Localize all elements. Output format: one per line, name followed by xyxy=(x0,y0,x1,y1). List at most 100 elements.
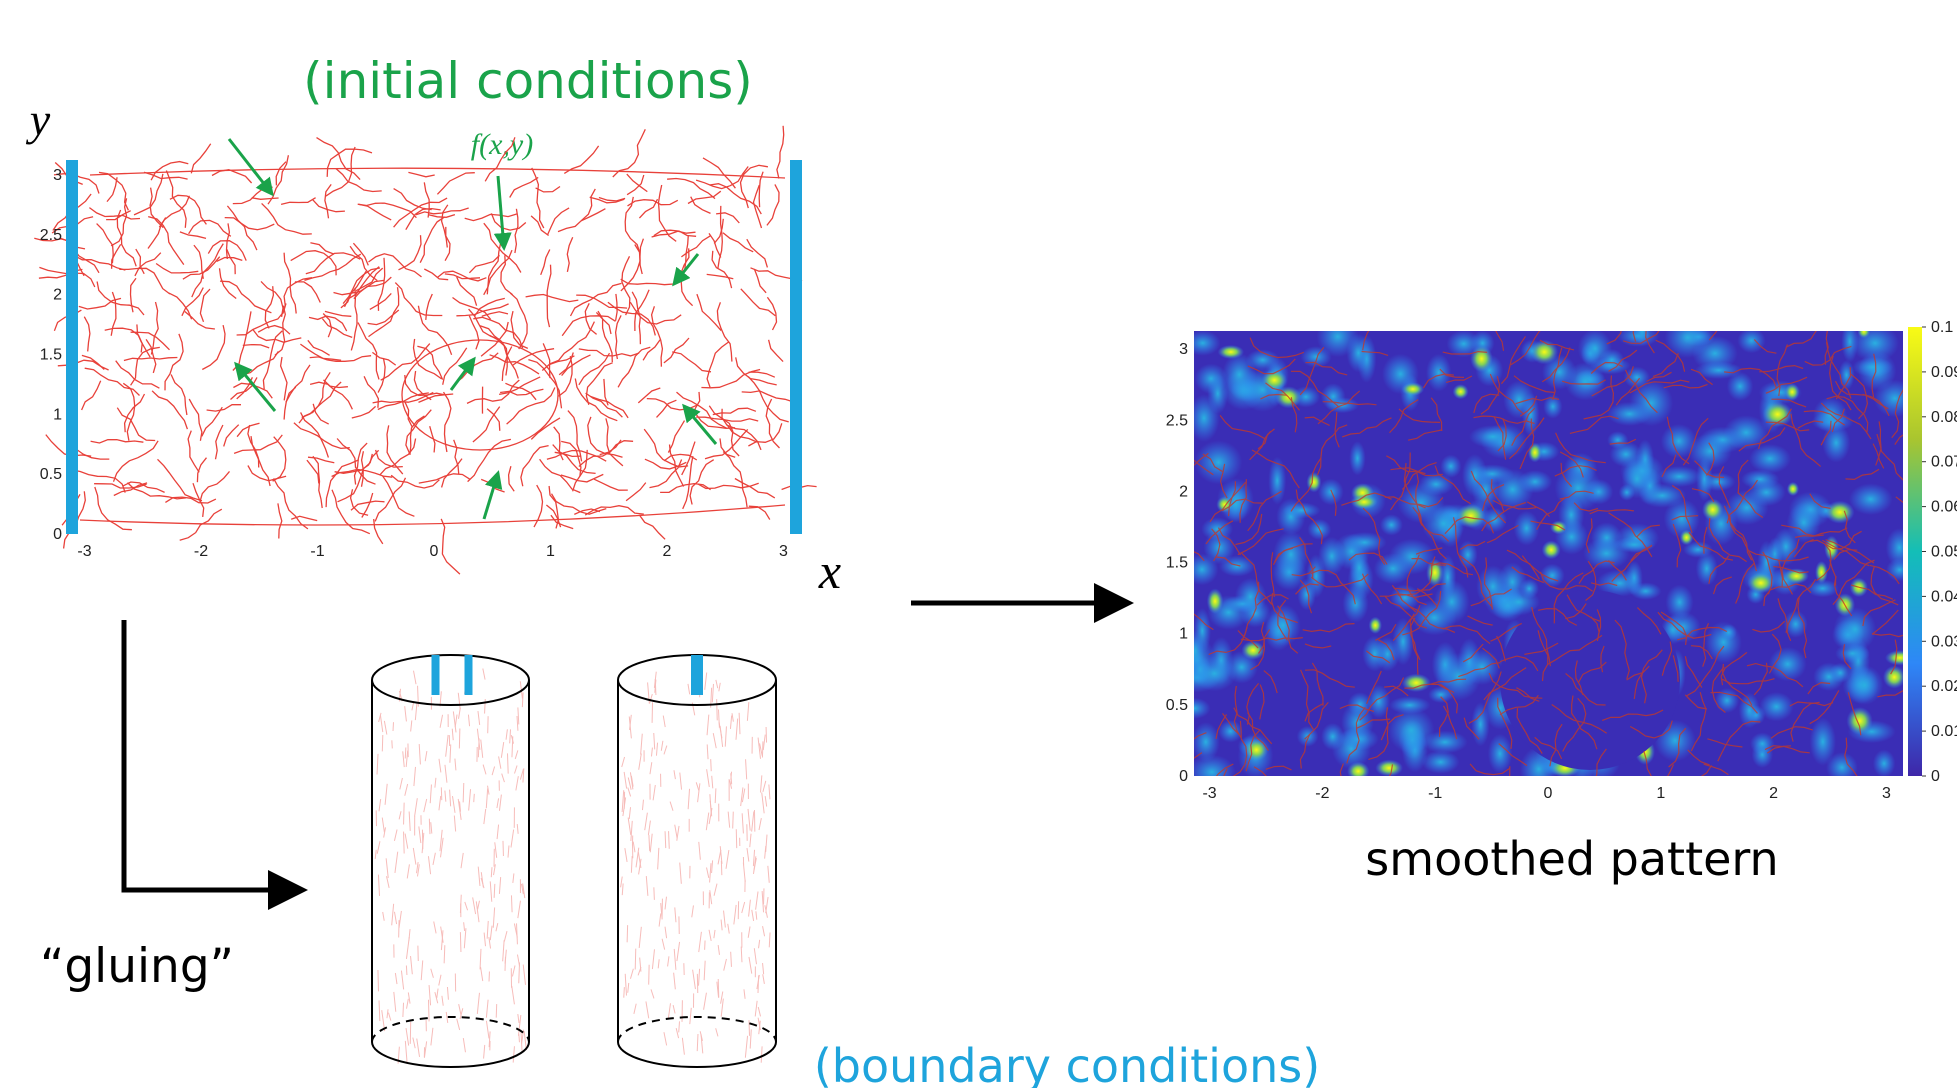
streak xyxy=(406,966,407,976)
boundary-bar xyxy=(465,655,473,695)
colorbar-tick-label: 0.09 xyxy=(1931,364,1957,381)
blob xyxy=(1749,444,1791,473)
blob xyxy=(1883,666,1906,689)
x-tick-label: 1 xyxy=(1656,785,1665,802)
streak xyxy=(628,787,631,796)
streak xyxy=(758,1007,760,1016)
streak xyxy=(511,895,512,912)
streak xyxy=(658,848,659,870)
streak xyxy=(731,772,732,780)
streak xyxy=(478,711,480,725)
streak xyxy=(445,791,446,802)
streak xyxy=(431,969,434,978)
streak xyxy=(641,734,643,755)
streak xyxy=(512,965,515,976)
x-tick-label: -3 xyxy=(1202,785,1216,802)
streak xyxy=(715,788,716,803)
x-tick-label: 3 xyxy=(779,543,788,560)
streak xyxy=(445,765,447,783)
streak xyxy=(736,719,738,740)
streak xyxy=(675,825,677,838)
streak xyxy=(452,796,455,813)
streak xyxy=(459,708,461,719)
blob xyxy=(1388,707,1435,753)
streak xyxy=(382,818,384,833)
blob xyxy=(1542,541,1561,560)
streak xyxy=(517,824,518,834)
streak xyxy=(675,907,676,922)
streak xyxy=(378,875,379,896)
x-tick-label: 2 xyxy=(663,543,672,560)
streak xyxy=(755,1001,757,1017)
cylinder xyxy=(618,655,776,1067)
streak xyxy=(630,969,633,979)
streak xyxy=(714,930,715,938)
blob xyxy=(1741,470,1779,489)
streak xyxy=(401,971,403,990)
streak xyxy=(519,962,520,983)
streak xyxy=(405,834,408,849)
streak xyxy=(624,987,625,998)
streak xyxy=(503,940,504,961)
blob xyxy=(1440,455,1461,478)
streak xyxy=(633,842,635,853)
streak xyxy=(692,905,694,917)
streak xyxy=(749,1020,750,1036)
streak xyxy=(395,852,398,873)
blob xyxy=(1750,732,1775,755)
y-tick-label: 0.5 xyxy=(1166,697,1188,714)
blob xyxy=(1665,317,1711,358)
streak xyxy=(409,811,410,830)
cylinder-bottom xyxy=(372,1042,529,1067)
streak xyxy=(435,778,436,788)
streak xyxy=(741,947,742,963)
streak xyxy=(405,784,408,796)
streak xyxy=(651,989,654,998)
blob xyxy=(1720,624,1737,640)
blob xyxy=(1550,521,1567,535)
streak xyxy=(725,726,726,746)
streak xyxy=(706,813,708,831)
streak xyxy=(730,716,731,729)
function-label: f(x,y) xyxy=(471,128,533,161)
streak xyxy=(628,983,629,993)
blob xyxy=(1402,382,1424,396)
streak xyxy=(742,902,745,913)
streak xyxy=(712,684,713,702)
streak xyxy=(682,1038,684,1055)
streak xyxy=(746,759,747,779)
streak xyxy=(624,772,626,789)
streak xyxy=(732,713,733,721)
streak xyxy=(734,905,736,925)
streak xyxy=(762,792,764,813)
colorbar-tick-label: 0 xyxy=(1931,768,1940,785)
streak xyxy=(664,1032,667,1045)
streak xyxy=(756,891,758,909)
streak xyxy=(515,765,518,773)
blob xyxy=(1739,693,1760,728)
streak xyxy=(677,942,680,961)
streak xyxy=(379,1000,380,1021)
streak xyxy=(748,809,750,831)
streak xyxy=(494,884,495,898)
streak xyxy=(439,975,441,986)
gluing-label: “gluing” xyxy=(40,939,234,994)
streak xyxy=(415,703,417,721)
blob xyxy=(1785,384,1800,401)
blob xyxy=(1470,345,1493,372)
blob xyxy=(1457,504,1486,528)
streak xyxy=(450,790,451,807)
streak xyxy=(763,974,765,984)
blob xyxy=(1825,501,1854,524)
x-axis-label: x xyxy=(818,543,841,599)
blob xyxy=(1841,321,1858,363)
streak xyxy=(669,831,670,849)
smoothed-label: smoothed pattern xyxy=(1365,832,1778,886)
blob xyxy=(1195,440,1243,484)
blob xyxy=(1464,649,1500,685)
streak xyxy=(408,992,410,1003)
streak xyxy=(483,668,485,679)
streak xyxy=(507,753,508,773)
y-axis-label: y xyxy=(26,94,51,145)
boundary-bar xyxy=(432,655,440,695)
